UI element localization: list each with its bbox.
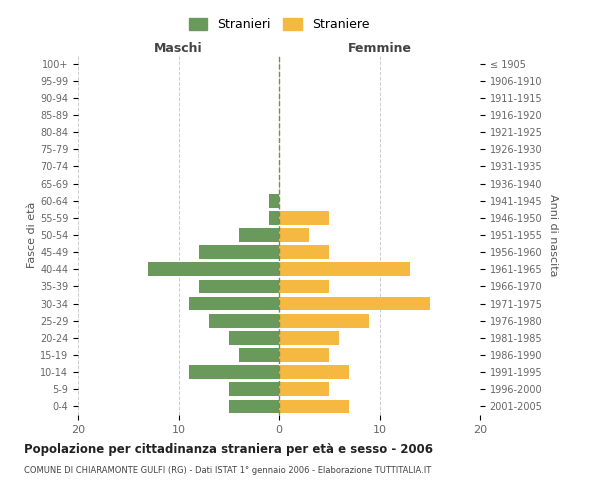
Bar <box>269 194 279 207</box>
Bar <box>239 228 279 242</box>
Bar <box>188 296 279 310</box>
Bar <box>199 280 279 293</box>
Bar <box>279 382 329 396</box>
Bar <box>188 366 279 379</box>
Bar <box>269 211 279 224</box>
Bar <box>279 366 349 379</box>
Bar <box>279 280 329 293</box>
Bar <box>279 314 370 328</box>
Bar <box>279 348 329 362</box>
Bar <box>279 400 349 413</box>
Bar <box>279 211 329 224</box>
Bar <box>279 228 309 242</box>
Y-axis label: Fasce di età: Fasce di età <box>27 202 37 268</box>
Text: COMUNE DI CHIARAMONTE GULFI (RG) - Dati ISTAT 1° gennaio 2006 - Elaborazione TUT: COMUNE DI CHIARAMONTE GULFI (RG) - Dati … <box>24 466 431 475</box>
Bar <box>148 262 279 276</box>
Bar <box>229 331 279 344</box>
Legend: Stranieri, Straniere: Stranieri, Straniere <box>185 14 373 35</box>
Text: Femmine: Femmine <box>347 42 412 55</box>
Bar <box>229 382 279 396</box>
Text: Maschi: Maschi <box>154 42 203 55</box>
Bar <box>209 314 279 328</box>
Bar <box>279 296 430 310</box>
Bar <box>279 262 410 276</box>
Bar <box>199 246 279 259</box>
Bar <box>279 246 329 259</box>
Bar <box>239 348 279 362</box>
Y-axis label: Anni di nascita: Anni di nascita <box>548 194 558 276</box>
Bar <box>279 331 340 344</box>
Bar <box>229 400 279 413</box>
Text: Popolazione per cittadinanza straniera per età e sesso - 2006: Popolazione per cittadinanza straniera p… <box>24 442 433 456</box>
